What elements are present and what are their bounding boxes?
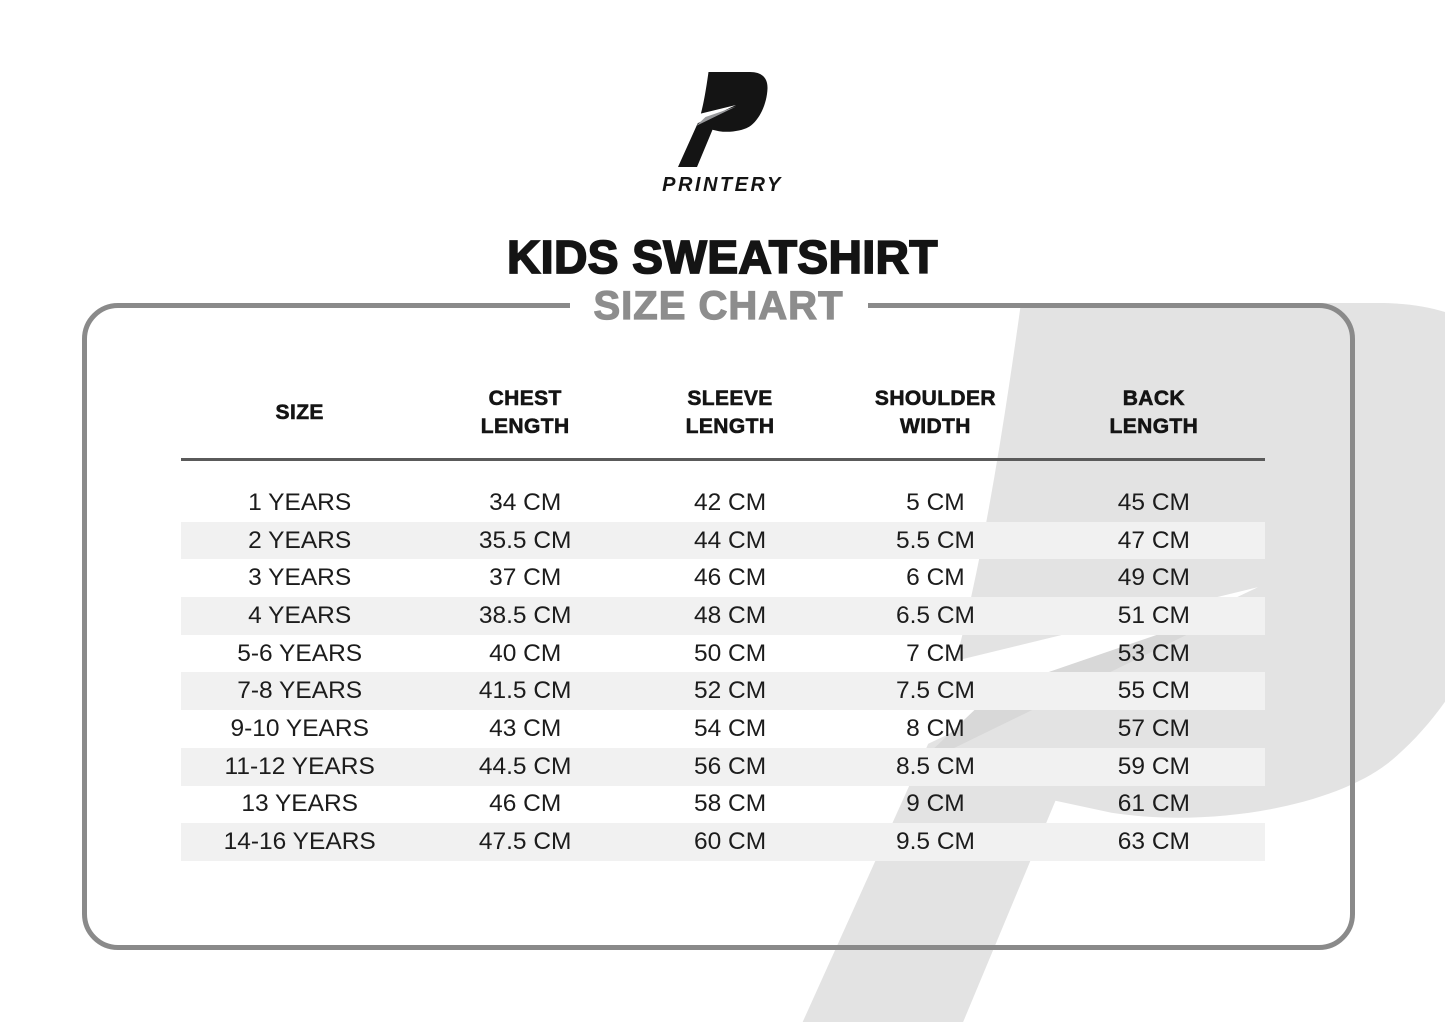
table-cell: 49 CM xyxy=(1117,564,1190,592)
table-cell: 37 CM xyxy=(489,564,562,592)
table-cell: 13 YEARS xyxy=(241,790,359,818)
table-cell: 46 CM xyxy=(693,564,767,592)
table-row: 13 YEARS 46 CM 58 CM 9 CM 61 CM xyxy=(181,786,1265,824)
table-cell: 7.5 CM xyxy=(895,677,975,705)
table-cell: 5-6 YEARS xyxy=(237,639,363,667)
header-cell: BACK LENGTH xyxy=(1109,387,1199,438)
table-cell: 57 CM xyxy=(1117,714,1190,742)
header-cell: SLEEVE LENGTH xyxy=(685,387,775,438)
table-cell: 46 CM xyxy=(489,790,562,818)
table-cell: 43 CM xyxy=(489,714,562,742)
table-cell: 35.5 CM xyxy=(478,526,572,554)
table-cell: 42 CM xyxy=(693,488,767,516)
table-cell: 56 CM xyxy=(693,752,767,780)
table-row: 5-6 YEARS 40 CM 50 CM 7 CM 53 CM xyxy=(181,635,1265,673)
table-cell: 34 CM xyxy=(489,488,562,516)
table-row: 1 YEARS 34 CM 42 CM 5 CM 45 CM xyxy=(181,484,1265,522)
printery-logo-icon xyxy=(677,72,768,167)
table-cell: 6 CM xyxy=(906,564,965,592)
table-row: 3 YEARS 37 CM 46 CM 6 CM 49 CM xyxy=(181,559,1265,597)
table-cell: 51 CM xyxy=(1117,601,1190,629)
table-cell: 4 YEARS xyxy=(248,601,352,629)
table-cell: 5 CM xyxy=(906,488,965,516)
table-cell: 50 CM xyxy=(693,639,767,667)
table-cell: 47 CM xyxy=(1117,526,1190,554)
table-cell: 8 CM xyxy=(906,714,965,742)
header-rule xyxy=(181,458,1265,461)
table-cell: 44.5 CM xyxy=(478,752,572,780)
table-cell: 54 CM xyxy=(693,714,767,742)
table-cell: 58 CM xyxy=(693,790,767,818)
table-cell: 6.5 CM xyxy=(895,601,975,629)
table-cell: 14-16 YEARS xyxy=(223,828,376,856)
table-cell: 61 CM xyxy=(1117,790,1190,818)
table-row: 7-8 YEARS 41.5 CM 52 CM 7.5 CM 55 CM xyxy=(181,672,1265,711)
table-cell: 9 CM xyxy=(906,790,965,818)
table-body: 1 YEARS 34 CM 42 CM 5 CM 45 CM 2 YEARS 35.5 CM… xyxy=(181,484,1265,861)
table-cell: 41.5 CM xyxy=(478,677,572,705)
table-cell: 59 CM xyxy=(1117,752,1190,780)
size-chart-table: SIZE CHEST LENGTH SLEEVE LENGTH SHOULDER WI… xyxy=(181,308,1265,955)
table-cell: 44 CM xyxy=(693,526,767,554)
table-cell: 48 CM xyxy=(693,601,767,629)
table-cell: 3 YEARS xyxy=(248,564,352,592)
page-title: KIDS SWEATSHIRT xyxy=(506,230,938,284)
table-cell: 5.5 CM xyxy=(895,526,975,554)
table-cell: 52 CM xyxy=(693,677,767,705)
table-cell: 53 CM xyxy=(1117,639,1190,667)
header-cell: SIZE xyxy=(275,401,324,425)
table-cell: 9-10 YEARS xyxy=(230,714,369,742)
table-cell: 40 CM xyxy=(489,639,562,667)
table-row: 11-12 YEARS 44.5 CM 56 CM 8.5 CM 59 CM xyxy=(181,747,1265,786)
table-cell: 9.5 CM xyxy=(895,828,975,856)
table-row: 14-16 YEARS 47.5 CM 60 CM 9.5 CM 63 CM xyxy=(181,823,1265,861)
table-cell: 7 CM xyxy=(906,639,965,667)
table-cell: 47.5 CM xyxy=(478,828,572,856)
table-cell: 55 CM xyxy=(1117,677,1190,705)
table-cell: 45 CM xyxy=(1117,488,1190,516)
table-header-row: SIZE CHEST LENGTH SLEEVE LENGTH SHOULDER WI… xyxy=(181,374,1265,452)
header-cell: CHEST LENGTH xyxy=(480,387,570,438)
table-cell: 1 YEARS xyxy=(248,488,352,516)
size-chart-label: SIZE CHART xyxy=(569,279,868,333)
table-row: 4 YEARS 38.5 CM 48 CM 6.5 CM 51 CM xyxy=(181,597,1265,635)
table-row: 2 YEARS 35.5 CM 44 CM 5.5 CM 47 CM xyxy=(181,521,1265,560)
table-cell: 7-8 YEARS xyxy=(237,677,363,705)
table-cell: 63 CM xyxy=(1117,828,1190,856)
size-chart-card: SIZE CHART SIZE CHEST LENGTH SLEEVE LENGTH… xyxy=(82,279,1355,950)
table-cell: 11-12 YEARS xyxy=(224,752,375,780)
table-row: 9-10 YEARS 43 CM 54 CM 8 CM 57 CM xyxy=(181,710,1265,748)
header-cell: SHOULDER WIDTH xyxy=(874,387,996,438)
table-cell: 2 YEARS xyxy=(248,526,352,554)
brand-name: PRINTERY xyxy=(662,174,783,196)
table-cell: 8.5 CM xyxy=(895,752,975,780)
table-cell: 60 CM xyxy=(693,828,767,856)
brand-block: PRINTERY xyxy=(0,72,1445,197)
table-cell: 38.5 CM xyxy=(478,601,572,629)
